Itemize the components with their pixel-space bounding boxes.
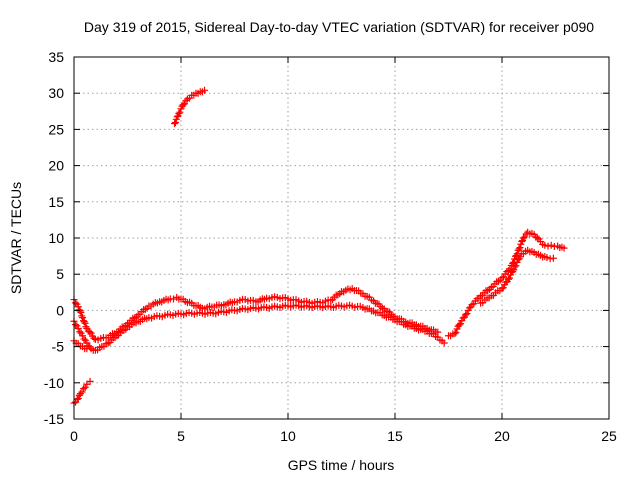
- data-points: [70, 86, 568, 407]
- y-tick-label: 20: [48, 158, 64, 174]
- y-tick-label: 10: [48, 230, 64, 246]
- data-point: [80, 318, 88, 326]
- chart-title: Day 319 of 2015, Sidereal Day-to-day VTE…: [84, 19, 594, 35]
- data-point: [74, 394, 82, 402]
- x-tick-label: 10: [280, 428, 296, 444]
- data-point: [73, 395, 81, 403]
- data-point: [521, 233, 529, 241]
- data-point: [82, 323, 90, 331]
- data-point: [83, 345, 91, 353]
- data-point: [81, 319, 89, 327]
- data-point: [498, 274, 506, 282]
- data-point: [74, 325, 82, 332]
- data-point: [547, 241, 555, 249]
- data-point: [504, 267, 512, 275]
- data-point: [175, 109, 183, 117]
- data-point: [544, 242, 552, 250]
- y-tick-label: 5: [56, 266, 64, 282]
- data-point: [505, 274, 513, 282]
- x-tick-label: 25: [601, 428, 617, 444]
- data-point: [179, 101, 187, 109]
- y-tick-label: -10: [44, 375, 64, 391]
- data-point: [77, 308, 85, 316]
- data-point: [498, 285, 506, 293]
- data-point: [549, 254, 557, 262]
- data-point: [171, 120, 179, 128]
- data-point: [515, 245, 523, 253]
- data-point: [76, 328, 84, 336]
- data-point: [451, 330, 459, 338]
- axis-ticks: 0 5 10 15 20 25 -15 -10 -5 0 5 10 15 20 25 30 35: [44, 49, 617, 444]
- data-point: [452, 328, 460, 336]
- data-point: [463, 310, 471, 318]
- data-point: [80, 385, 88, 393]
- data-point: [455, 321, 463, 329]
- data-point: [86, 377, 94, 385]
- data-point: [78, 388, 86, 396]
- data-point: [518, 238, 526, 246]
- y-tick-label: 25: [48, 121, 64, 137]
- data-point: [519, 234, 527, 242]
- x-tick-label: 5: [177, 428, 185, 444]
- y-tick-label: -5: [52, 339, 65, 355]
- data-point: [468, 301, 476, 309]
- x-tick-label: 0: [70, 428, 78, 444]
- data-point: [79, 314, 87, 322]
- grid-lines: [74, 57, 609, 419]
- data-point: [80, 335, 88, 343]
- data-point: [560, 244, 568, 252]
- data-point: [440, 339, 448, 347]
- data-point: [74, 303, 82, 311]
- data-point: [176, 108, 184, 116]
- data-point: [173, 113, 181, 121]
- x-tick-label: 15: [387, 428, 403, 444]
- data-point: [86, 328, 94, 336]
- data-point: [79, 332, 87, 340]
- data-point: [499, 284, 507, 292]
- data-point: [456, 320, 464, 328]
- data-point: [71, 299, 79, 307]
- y-tick-label: 0: [56, 302, 64, 318]
- data-point: [511, 263, 519, 271]
- y-tick-label: -15: [44, 411, 64, 427]
- data-point: [87, 329, 95, 337]
- data-point: [90, 334, 98, 342]
- data-point: [201, 86, 209, 94]
- y-tick-label: 35: [48, 49, 64, 65]
- data-point: [81, 383, 89, 391]
- data-point: [76, 390, 84, 398]
- data-point: [182, 97, 190, 105]
- data-point: [533, 234, 541, 242]
- data-point: [434, 328, 442, 336]
- data-point: [171, 118, 179, 126]
- x-tick-label: 20: [494, 428, 510, 444]
- data-point: [181, 100, 189, 108]
- data-point: [71, 321, 79, 329]
- data-point: [504, 275, 512, 283]
- data-point: [78, 312, 86, 320]
- data-point: [462, 311, 470, 319]
- y-tick-label: 15: [48, 194, 64, 210]
- data-point: [516, 244, 524, 252]
- y-axis-label: SDTVAR / TECUs: [8, 182, 24, 294]
- data-point: [543, 254, 551, 262]
- data-point: [512, 262, 520, 270]
- y-tick-label: 30: [48, 85, 64, 101]
- x-axis-label: GPS time / hours: [288, 457, 395, 473]
- data-point: [541, 241, 549, 249]
